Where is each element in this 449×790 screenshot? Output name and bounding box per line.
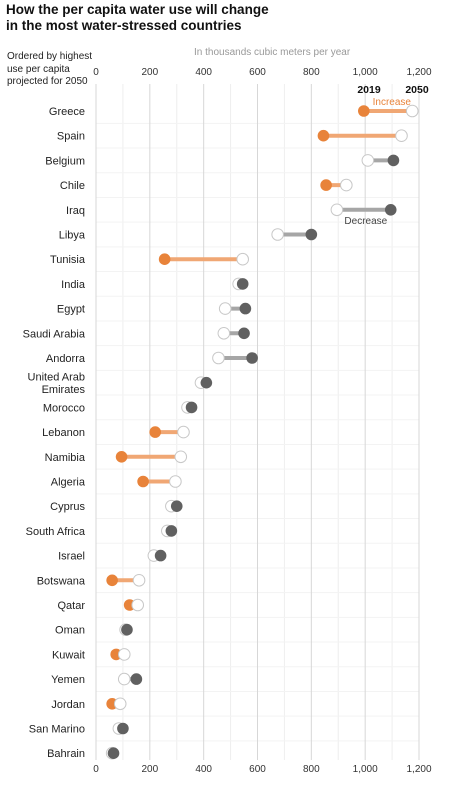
x-tick-label-top: 600 — [249, 67, 266, 78]
legend-year-2050: 2050 — [405, 84, 429, 96]
country-label: Iraq — [66, 205, 85, 217]
country-label: Algeria — [51, 477, 86, 489]
dot-2019 — [238, 327, 250, 340]
country-label: Spain — [57, 131, 85, 143]
legend-decrease: Decrease — [344, 216, 387, 227]
x-tick-label-bottom: 1,200 — [406, 764, 431, 775]
country-label: Morocco — [43, 402, 85, 414]
dot-2019 — [358, 105, 370, 117]
country-label: Cyprus — [50, 501, 85, 513]
dot-2050 — [169, 475, 182, 488]
legend-year-2019: 2019 — [357, 84, 381, 96]
x-tick-label-bottom: 200 — [141, 764, 158, 775]
x-tick-label-bottom: 0 — [93, 764, 99, 775]
country-label: San Marino — [29, 724, 85, 736]
dot-2050 — [340, 178, 353, 192]
dot-2019 — [115, 451, 128, 463]
sort-note-line-2: use per capita — [7, 63, 70, 75]
country-label: Qatar — [57, 600, 85, 612]
country-label: Belgium — [45, 155, 85, 167]
dot-2050 — [218, 302, 232, 315]
country-label: South Africa — [26, 526, 86, 538]
x-tick-label-bottom: 400 — [195, 764, 212, 775]
dot-2050 — [131, 598, 145, 612]
x-tick-label-top: 800 — [303, 67, 320, 78]
country-label: Chile — [60, 180, 85, 192]
dot-2050 — [405, 104, 419, 118]
country-label: Yemen — [51, 674, 85, 686]
country-label: Israel — [58, 551, 85, 563]
x-tick-label-top: 400 — [195, 67, 212, 78]
dot-2050 — [113, 697, 127, 711]
country-label: Oman — [55, 625, 85, 637]
dot-2019 — [317, 129, 330, 142]
dot-2019 — [387, 154, 400, 167]
sort-note-line-3: projected for 2050 — [7, 76, 88, 87]
dot-2019 — [117, 722, 129, 735]
dot-2050 — [117, 648, 131, 661]
country-label: Botswana — [37, 575, 86, 587]
dot-2019 — [154, 549, 167, 562]
country-label: Libya — [59, 230, 86, 242]
dot-2019 — [121, 623, 133, 636]
dot-2019 — [239, 302, 252, 315]
country-label: Jordan — [51, 699, 85, 711]
unit-label: In thousands cubic meters per year — [194, 47, 351, 58]
country-label: United Arab — [28, 371, 85, 383]
dot-2019 — [170, 500, 183, 512]
x-tick-label-top: 1,200 — [406, 67, 431, 78]
dot-2019 — [384, 204, 397, 216]
country-label: Tunisia — [50, 254, 86, 266]
dot-2019 — [185, 401, 198, 414]
dot-2050 — [217, 327, 231, 340]
country-label: India — [61, 279, 86, 291]
country-label: Namibia — [45, 452, 86, 464]
dot-2019 — [107, 747, 120, 759]
dot-2019 — [305, 228, 318, 241]
legend-increase: Increase — [373, 97, 412, 108]
x-tick-label-bottom: 600 — [249, 764, 266, 775]
dot-2050 — [117, 672, 131, 686]
sort-note-line-1: Ordered by highest — [7, 51, 93, 62]
x-tick-label-top: 200 — [141, 67, 158, 78]
dot-2050 — [330, 203, 344, 217]
title-line-1: How the per capita water use will change — [6, 2, 269, 17]
x-tick-label-bottom: 1,000 — [353, 764, 378, 775]
dot-2019 — [246, 352, 258, 364]
x-tick-label-top: 1,000 — [353, 67, 378, 78]
dot-2019 — [236, 278, 249, 290]
dot-2050 — [361, 154, 375, 167]
country-label: Emirates — [42, 384, 86, 396]
country-label: Bahrain — [47, 748, 85, 760]
dot-2019 — [158, 253, 171, 265]
dot-2019 — [149, 426, 162, 438]
dot-2050 — [177, 425, 190, 439]
title-line-2: in the most water-stressed countries — [6, 18, 242, 33]
dot-2019 — [137, 475, 149, 488]
dot-2050 — [212, 351, 225, 365]
dot-2050 — [236, 252, 249, 266]
dot-2050 — [271, 228, 284, 241]
dot-2019 — [200, 376, 213, 389]
country-label: Greece — [49, 106, 85, 118]
sort-note: Ordered by highest use per capita projec… — [7, 51, 92, 89]
chart-title: How the per capita water use will change… — [6, 2, 269, 34]
x-tick-label-top: 0 — [93, 67, 99, 78]
country-label: Lebanon — [42, 427, 85, 439]
dot-2019 — [106, 574, 118, 587]
dot-2019 — [320, 179, 332, 191]
country-label: Egypt — [57, 304, 85, 316]
x-tick-label-bottom: 800 — [303, 764, 320, 775]
dot-2019 — [130, 673, 143, 685]
country-label: Saudi Arabia — [23, 328, 86, 340]
dot-2050 — [132, 574, 146, 587]
dot-2019 — [165, 525, 178, 537]
dot-2050 — [395, 129, 408, 142]
country-label: Andorra — [46, 353, 86, 365]
country-label: Kuwait — [52, 649, 85, 661]
dot-2050 — [174, 450, 188, 464]
